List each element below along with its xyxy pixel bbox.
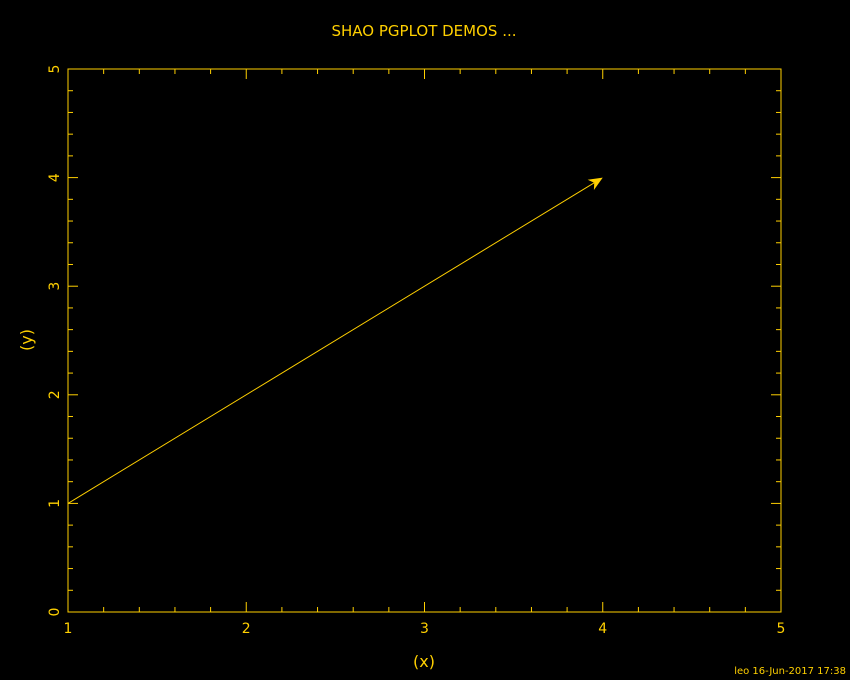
y-axis-label: (y): [17, 329, 36, 351]
y-tick-label: 3: [47, 282, 63, 291]
y-tick-label: 1: [47, 499, 63, 508]
y-tick-label: 5: [47, 65, 63, 74]
x-tick-label: 5: [777, 621, 786, 637]
x-tick-label: 1: [64, 621, 73, 637]
chart-title: SHAO PGPLOT DEMOS ...: [331, 22, 516, 40]
axis-ticks: [68, 69, 781, 612]
y-tick-labels: 0 1 2 3 4 5: [47, 65, 63, 617]
y-tick-label: 2: [47, 390, 63, 399]
y-tick-label: 0: [47, 608, 63, 617]
x-tick-label: 4: [598, 621, 607, 637]
x-tick-labels: 1 2 3 4 5: [64, 621, 786, 637]
arrow-head: [587, 177, 603, 191]
x-tick-label: 2: [242, 621, 251, 637]
x-tick-label: 3: [420, 621, 429, 637]
arrow-line: [67, 182, 595, 504]
y-tick-label: 4: [47, 173, 63, 182]
footer-timestamp: leo 16-Jun-2017 17:38: [734, 666, 846, 677]
x-axis-label: (x): [413, 652, 435, 671]
